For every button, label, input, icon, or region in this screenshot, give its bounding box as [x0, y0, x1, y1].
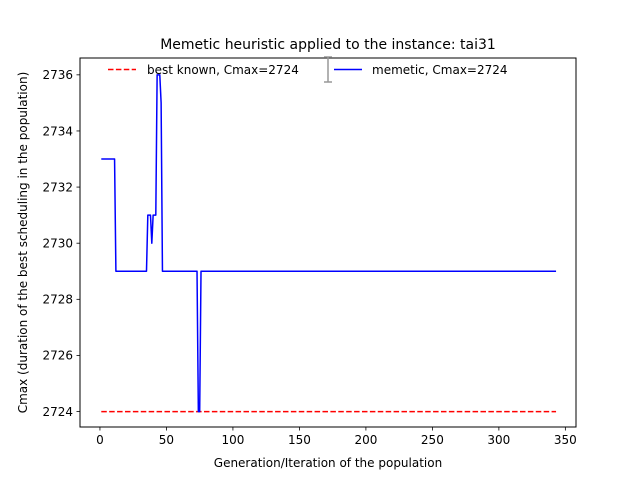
x-tick-label: 200: [354, 433, 377, 447]
x-tick-label: 350: [554, 433, 577, 447]
y-tick-label: 2730: [42, 237, 73, 251]
text-cursor-icon: [324, 56, 332, 83]
y-tick-label: 2726: [42, 349, 73, 363]
x-tick-label: 250: [421, 433, 444, 447]
x-axis-label: Generation/Iteration of the population: [214, 456, 442, 470]
y-tick-label: 2736: [42, 68, 73, 82]
x-tick-label: 300: [487, 433, 510, 447]
y-tick-label: 2734: [42, 124, 73, 138]
y-tick-label: 2728: [42, 293, 73, 307]
y-axis-label: Cmax (duration of the best scheduling in…: [16, 72, 30, 414]
legend: best known, Cmax=2724 memetic, Cmax=2724: [108, 56, 508, 83]
chart-title: Memetic heuristic applied to the instanc…: [160, 37, 496, 53]
series-line-1: [101, 74, 557, 413]
x-tick-label: 50: [159, 433, 174, 447]
x-tick-label: 100: [221, 433, 244, 447]
legend-label-memetic: memetic, Cmax=2724: [372, 63, 508, 77]
y-tick-label: 2732: [42, 180, 73, 194]
legend-label-best-known: best known, Cmax=2724: [147, 63, 299, 77]
y-axis: 2724 2726 2728 2730 2732 2734 2736: [42, 68, 80, 419]
x-axis: 0 50 100 150 200 250 300 350: [96, 427, 577, 447]
axes-frame: [79, 57, 577, 428]
plot-area: [101, 74, 557, 413]
x-tick-label: 0: [96, 433, 104, 447]
x-tick-label: 150: [288, 433, 311, 447]
y-tick-label: 2724: [42, 405, 73, 419]
